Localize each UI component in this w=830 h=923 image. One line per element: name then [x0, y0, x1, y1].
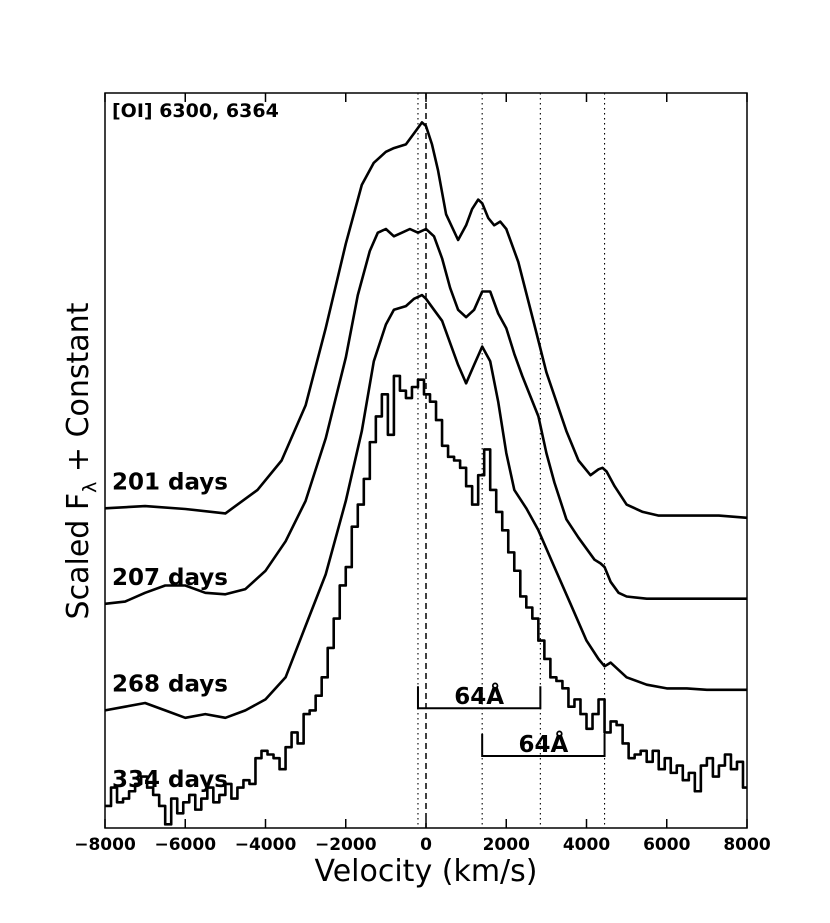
spectrum-line-3	[105, 374, 747, 826]
bracket-label-0: 64Å	[454, 682, 504, 710]
spectrum-line-0	[104, 121, 748, 520]
x-tick-label-3: −2000	[315, 835, 377, 855]
spectra-series	[104, 121, 748, 826]
x-tick-label-6: 4000	[563, 835, 610, 855]
bracket-1	[481, 733, 606, 757]
x-tick-label-7: 6000	[643, 835, 690, 855]
series-label-1: 207 days	[112, 565, 228, 591]
x-axis-title: Velocity (km/s)	[315, 854, 538, 889]
x-tick-label-2: −4000	[235, 835, 297, 855]
series-label-3: 334 days	[112, 767, 228, 793]
x-tick-label-8: 8000	[723, 835, 770, 855]
y-axis-title: Scaled Fλ + Constant	[61, 302, 101, 619]
y-axis-title-subscript: λ	[79, 482, 101, 493]
x-axis-ticks: −8000 −6000 −4000 −2000 0 2000 4000 6000 8000	[74, 93, 771, 855]
bracket-0	[416, 686, 542, 710]
reference-lines	[417, 93, 606, 828]
x-tick-label-4: 0	[420, 835, 432, 855]
series-label-0: 201 days	[112, 469, 228, 495]
spectrum-line-1	[104, 227, 747, 606]
spectrum-line-2	[104, 293, 747, 720]
y-axis-title-main: Scaled F	[61, 493, 96, 620]
y-axis-title-suffix: + Constant	[61, 302, 96, 481]
series-labels: 201 days 207 days 268 days 334 days	[112, 469, 228, 793]
x-tick-label-1: −6000	[154, 835, 216, 855]
chart-title: [OI] 6300, 6364	[112, 100, 279, 122]
bracket-label-1: 64Å	[518, 730, 568, 758]
separation-brackets: 64Å 64Å	[416, 682, 606, 758]
series-label-2: 268 days	[112, 671, 228, 697]
x-tick-label-0: −8000	[74, 835, 136, 855]
x-tick-label-5: 2000	[483, 835, 530, 855]
